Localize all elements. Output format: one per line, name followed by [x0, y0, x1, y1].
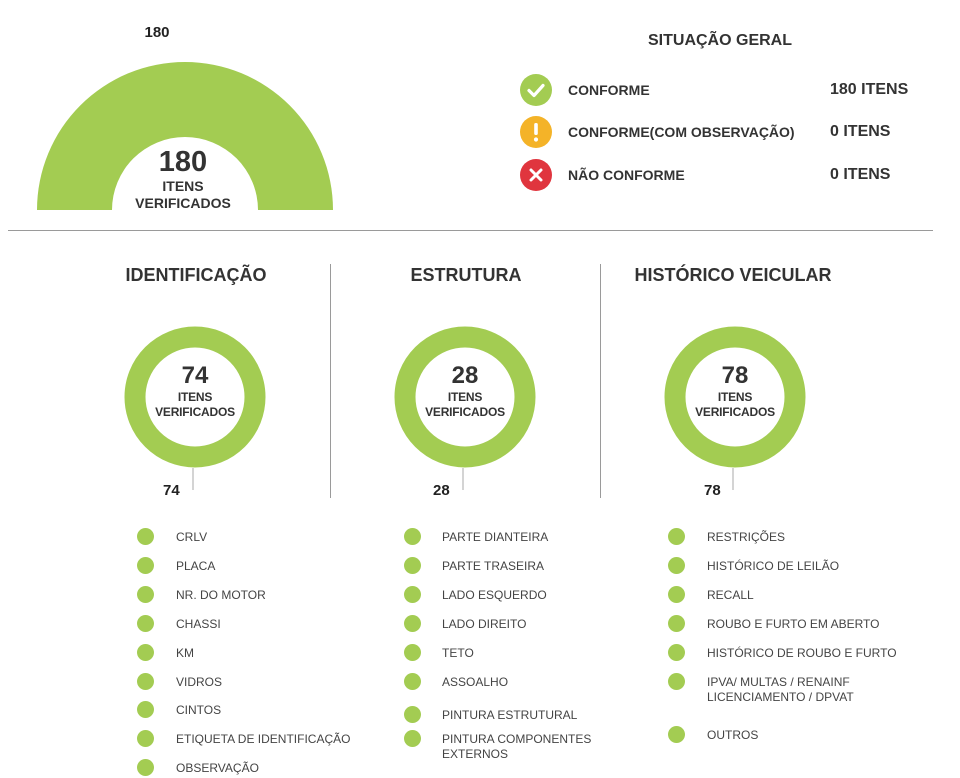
overall-gauge-arc: [37, 62, 333, 210]
item-label: KM: [176, 646, 194, 660]
status-label: CONFORME: [568, 82, 650, 98]
estrutura-donut-center: 28 ITENS VERIFICADOS: [405, 362, 525, 420]
identificacao-count: 74: [181, 362, 209, 389]
item-label: RESTRIÇÕES: [707, 530, 786, 544]
item-label: OBSERVAÇÃO: [176, 761, 259, 775]
item-label: ROUBO E FURTO EM ABERTO: [707, 617, 880, 631]
item-bullet-icon: [137, 759, 154, 776]
overall-gauge-value-label: 180: [144, 24, 170, 41]
identificacao-donut-center: 74 ITENS VERIFICADOS: [135, 362, 255, 420]
section-title-identificacao: IDENTIFICAÇÃO: [125, 265, 267, 285]
item-label: TETO: [442, 646, 474, 660]
item-bullet-icon: [404, 706, 421, 723]
x-icon: [520, 159, 552, 191]
estrutura-donut-value-label: 28: [433, 482, 450, 499]
item-label: CINTOS: [176, 703, 222, 717]
identificacao-donut-value-label: 74: [163, 482, 180, 499]
status-value: 180 ITENS: [830, 81, 909, 98]
item-bullet-icon: [668, 586, 685, 603]
historico-donut-chart: [664, 326, 806, 490]
item-label: PLACA: [176, 559, 216, 573]
item-bullet-icon: [668, 615, 685, 632]
item-bullet-icon: [137, 644, 154, 661]
item-bullet-icon: [668, 528, 685, 545]
status-title: SITUAÇÃO GERAL: [648, 32, 792, 49]
item-bullet-icon: [137, 557, 154, 574]
horizontal-divider: [8, 230, 933, 231]
vertical-divider: [330, 264, 331, 498]
identificacao-donut-ring: [124, 326, 266, 468]
item-bullet-icon: [668, 644, 685, 661]
item-bullet-icon: [404, 615, 421, 632]
overall-gauge-center: 180 ITENS VERIFICADOS: [108, 146, 258, 212]
item-label: HISTÓRICO DE ROUBO E FURTO: [707, 646, 897, 660]
item-label: LADO DIREITO: [442, 617, 527, 631]
historico-count: 78: [721, 362, 749, 389]
item-label: ETIQUETA DE IDENTIFICAÇÃO: [176, 732, 351, 746]
item-label: PINTURA ESTRUTURAL: [442, 708, 578, 722]
item-label: PARTE DIANTEIRA: [442, 530, 549, 544]
item-label: VIDROS: [176, 675, 223, 689]
status-label: NÃO CONFORME: [568, 167, 685, 183]
historico-donut-center: 78 ITENS VERIFICADOS: [675, 362, 795, 420]
check-icon: [520, 74, 552, 106]
item-label: PARTE TRASEIRA: [442, 559, 545, 573]
donut-line2: VERIFICADOS: [425, 405, 505, 419]
item-label: RECALL: [707, 588, 754, 602]
section-title-estrutura: ESTRUTURA: [410, 265, 522, 285]
donut-line1: ITENS: [717, 390, 753, 404]
item-bullet-icon: [404, 586, 421, 603]
historico-donut-ring: [664, 326, 806, 468]
status-value: 0 ITENS: [830, 166, 891, 183]
donut-line2: VERIFICADOS: [695, 405, 775, 419]
item-bullet-icon: [137, 528, 154, 545]
identificacao-donut-chart: [124, 326, 266, 490]
item-bullet-icon: [404, 557, 421, 574]
item-label: CHASSI: [176, 617, 221, 631]
vertical-divider: [600, 264, 601, 498]
item-bullet-icon: [404, 730, 421, 747]
status-value: 0 ITENS: [830, 123, 891, 140]
overall-total-number: 180: [158, 146, 208, 178]
donut-line1: ITENS: [447, 390, 483, 404]
item-bullet-icon: [137, 615, 154, 632]
overall-total-line2: VERIFICADOS: [135, 195, 231, 211]
status-row-conforme: CONFORME 180 ITENS: [520, 74, 920, 106]
overall-gauge-chart: [37, 62, 333, 210]
item-label: CRLV: [176, 530, 208, 544]
item-label: NR. DO MOTOR: [176, 588, 266, 602]
donut-line2: VERIFICADOS: [155, 405, 235, 419]
section-title-historico-veicular: HISTÓRICO VEICULAR: [634, 265, 832, 285]
item-bullet-icon: [137, 701, 154, 718]
warning-icon: [520, 116, 552, 148]
item-bullet-icon: [404, 673, 421, 690]
item-label: LADO ESQUERDO: [442, 588, 547, 602]
estrutura-count: 28: [451, 362, 479, 389]
overall-total-line1: ITENS: [162, 178, 204, 194]
item-bullet-icon: [404, 528, 421, 545]
item-bullet-icon: [137, 586, 154, 603]
status-row-observacao: CONFORME(COM OBSERVAÇÃO) 0 ITENS: [520, 116, 920, 148]
item-bullet-icon: [137, 673, 154, 690]
item-bullet-icon: [668, 726, 685, 743]
donut-line1: ITENS: [177, 390, 213, 404]
item-bullet-icon: [137, 730, 154, 747]
historico-donut-value-label: 78: [704, 482, 721, 499]
status-label: CONFORME(COM OBSERVAÇÃO): [568, 124, 795, 140]
item-label: IPVA/ MULTAS / RENAINF LICENCIAMENTO / D…: [707, 675, 854, 704]
item-label: ASSOALHO: [442, 675, 509, 689]
estrutura-donut-chart: [394, 326, 536, 490]
item-bullet-icon: [668, 673, 685, 690]
item-label: OUTROS: [707, 728, 759, 742]
item-bullet-icon: [404, 644, 421, 661]
item-label: HISTÓRICO DE LEILÃO: [707, 559, 840, 573]
item-label: PINTURA COMPONENTES EXTERNOS: [442, 732, 592, 761]
estrutura-donut-ring: [394, 326, 536, 468]
item-bullet-icon: [668, 557, 685, 574]
status-row-nao-conforme: NÃO CONFORME 0 ITENS: [520, 159, 920, 191]
